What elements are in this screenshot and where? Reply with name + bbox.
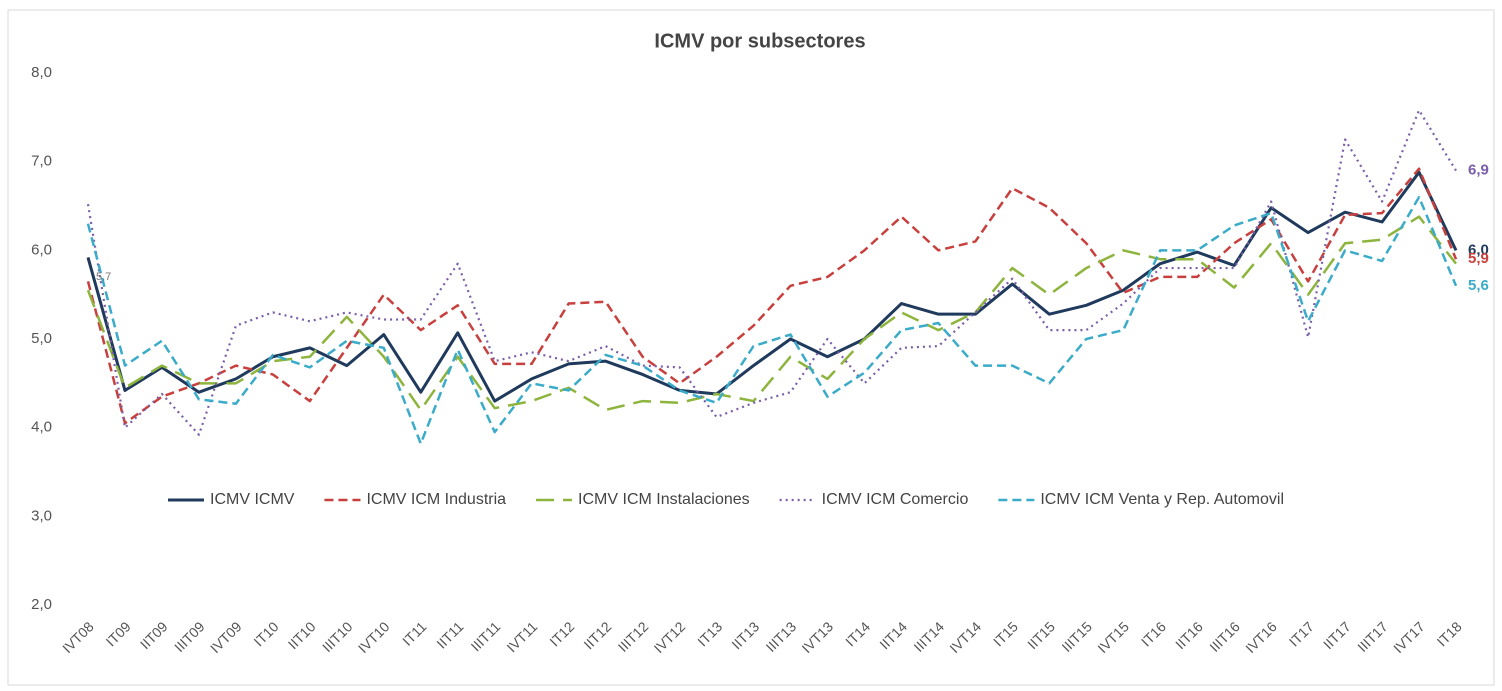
y-tick-label: 4,0 [31, 419, 52, 436]
series-line [86, 109, 1457, 436]
y-tick-label: 7,0 [31, 153, 52, 170]
legend-label: ICMV ICM Comercio [822, 491, 969, 508]
y-tick-label: 5,0 [31, 330, 52, 347]
data-label: 5,6 [1468, 277, 1489, 294]
y-tick-label: 8,0 [31, 64, 52, 81]
series-line [86, 195, 1458, 445]
series-line [86, 215, 1457, 412]
chart-title: ICMV por subsectores [654, 30, 865, 52]
series-line [86, 167, 1458, 425]
chart-frame [7, 9, 1495, 686]
data-label: 5,9 [1468, 250, 1489, 267]
y-tick-label: 2,0 [31, 596, 52, 613]
legend-label: ICMV ICMV [210, 491, 295, 508]
data-label: 6,9 [1468, 162, 1489, 179]
legend-label: ICMV ICM Instalaciones [578, 491, 750, 508]
annotation: 5,7 [96, 271, 111, 283]
legend-label: ICMV ICM Industria [366, 491, 506, 508]
y-tick-label: 3,0 [31, 507, 52, 524]
legend-label: ICMV ICM Venta y Rep. Automovil [1040, 491, 1284, 508]
data-label: 6,0 [1468, 241, 1489, 258]
y-tick-label: 6,0 [31, 241, 52, 258]
